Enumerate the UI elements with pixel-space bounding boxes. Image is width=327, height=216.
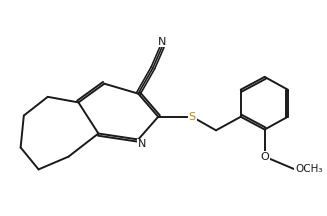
Text: N: N xyxy=(158,37,166,47)
Text: O: O xyxy=(260,152,269,162)
Text: OCH₃: OCH₃ xyxy=(295,164,322,174)
Text: S: S xyxy=(189,112,196,122)
Text: N: N xyxy=(138,140,146,149)
